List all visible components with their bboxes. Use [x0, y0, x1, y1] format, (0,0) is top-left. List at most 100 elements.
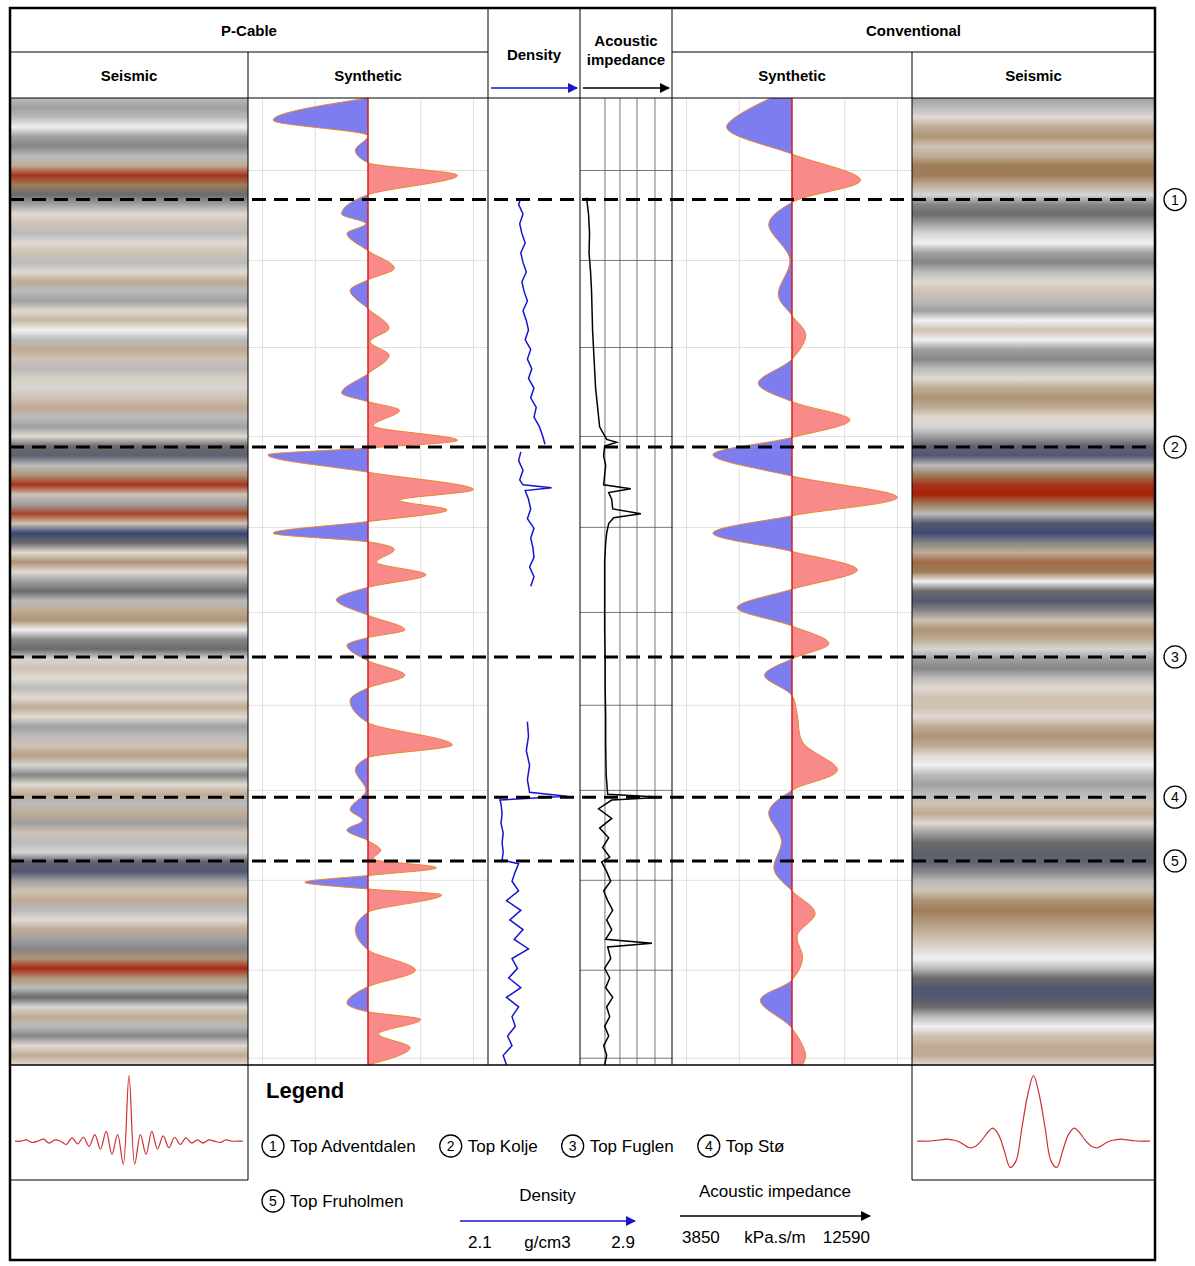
outer-frame [10, 8, 1155, 1260]
frame-line [912, 52, 913, 1065]
grid-line [315, 98, 316, 1065]
horizon-marker [1164, 189, 1186, 211]
frame-line [10, 52, 488, 53]
grid-line [739, 98, 740, 1065]
frame-line [248, 1065, 249, 1180]
synthetic-positive-fill [368, 98, 473, 1065]
scale-label: 12590 [823, 1228, 870, 1247]
scale-label: 2.9 [611, 1233, 635, 1252]
horizon-line [10, 796, 1155, 799]
horizon-line [10, 198, 1155, 201]
zero-line [791, 98, 793, 1065]
density-panel [500, 199, 567, 1065]
seismic-panel [912, 98, 1155, 1065]
legend-marker [262, 1190, 284, 1212]
grid-line [619, 98, 620, 1065]
frame-line [580, 8, 581, 1065]
horizon-marker [1164, 850, 1186, 872]
horizon-number: 5 [1171, 853, 1179, 869]
horizon-line [10, 446, 1155, 449]
grid-line [654, 98, 655, 1065]
frame-line [912, 1180, 1155, 1181]
legend-number: 2 [447, 1138, 455, 1154]
legend-entry: Top Fruholmen [290, 1192, 403, 1211]
column-header: Seismic [1005, 67, 1062, 84]
synthetic-negative-fill [268, 98, 368, 1065]
legend-marker [698, 1135, 720, 1157]
synthetic-trace [268, 98, 474, 1065]
scale-unit: kPa.s/m [744, 1228, 805, 1247]
column-header: Acousticimpedance [587, 32, 665, 68]
column-header: Seismic [101, 67, 158, 84]
horizon-marker [1164, 786, 1186, 808]
column-header: Synthetic [334, 67, 402, 84]
grid-line [580, 170, 672, 171]
legend-marker [262, 1135, 284, 1157]
grid-line [420, 98, 421, 1065]
grid-line [580, 970, 672, 971]
legend-number: 3 [569, 1138, 577, 1154]
seismic-section [10, 98, 248, 1065]
legend-number: 4 [705, 1138, 713, 1154]
wavelet [917, 1076, 1150, 1168]
acoustic-impedance-panel [580, 98, 672, 1065]
horizon-number: 4 [1171, 789, 1179, 805]
horizons: 12345 [10, 189, 1186, 872]
legend-entry: Top Stø [726, 1137, 785, 1156]
plot-area [10, 98, 1155, 1065]
synthetic-positive-fill [792, 98, 897, 1065]
legend-marker [562, 1135, 584, 1157]
scale-arrow [680, 1215, 870, 1217]
frame-line [672, 8, 673, 1065]
grid-line [580, 1058, 672, 1059]
grid-line [580, 705, 672, 706]
header-arrow [491, 87, 577, 89]
frame-line [248, 52, 249, 1065]
column-header: Synthetic [758, 67, 826, 84]
grid-line [580, 436, 672, 437]
grid-line [636, 98, 637, 1065]
grid-line [262, 98, 263, 1065]
horizon-line [10, 859, 1155, 862]
grid-line [897, 98, 898, 1065]
scale-title: Acoustic impedance [699, 1182, 851, 1201]
legend: Legend1Top Adventdalen2Top Kolje3Top Fug… [262, 1078, 870, 1252]
frame-line [488, 8, 489, 1065]
grid-line [580, 612, 672, 613]
horizon-line [10, 655, 1155, 658]
legend-marker [440, 1135, 462, 1157]
grid-line [686, 98, 687, 1065]
header-arrow [583, 87, 669, 89]
synthetic-panel [248, 98, 488, 1065]
legend-entry: Top Adventdalen [290, 1137, 416, 1156]
scale-unit: g/cm3 [524, 1233, 570, 1252]
grid-line [844, 98, 845, 1065]
acoustic-impedance-log [587, 198, 663, 1065]
scale-label: 2.1 [468, 1233, 492, 1252]
group-header: Conventional [866, 22, 961, 39]
frame-line [672, 52, 1155, 53]
synthetic-negative-fill [713, 98, 792, 1065]
legend-entry: Top Kolje [468, 1137, 538, 1156]
seismic-panel [10, 98, 248, 1065]
scale-title: Density [519, 1186, 576, 1205]
grid-line [580, 527, 672, 528]
scale-label: 3850 [682, 1228, 720, 1247]
group-header: P-Cable [221, 22, 277, 39]
frame-line [10, 1064, 1155, 1066]
frame [10, 8, 1155, 1260]
wavelet [15, 1076, 243, 1165]
grid-line [473, 98, 474, 1065]
zero-line [367, 98, 369, 1065]
frame-line [10, 98, 1155, 99]
horizon-number: 3 [1171, 649, 1179, 665]
seismic-section [912, 98, 1155, 1065]
synthetic-trace [713, 98, 898, 1065]
horizon-marker [1164, 436, 1186, 458]
chart-root: P-Cable Conventional Seismic Synthetic Synth… [0, 0, 1195, 1266]
legend-number: 1 [269, 1138, 277, 1154]
legend-entry: Top Fuglen [590, 1137, 674, 1156]
header: P-Cable Conventional Seismic Synthetic Synth… [101, 22, 1062, 88]
legend-number: 5 [269, 1193, 277, 1209]
frame-line [912, 1065, 913, 1180]
